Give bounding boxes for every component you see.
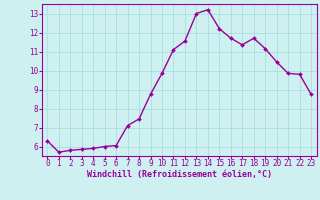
X-axis label: Windchill (Refroidissement éolien,°C): Windchill (Refroidissement éolien,°C)	[87, 170, 272, 179]
